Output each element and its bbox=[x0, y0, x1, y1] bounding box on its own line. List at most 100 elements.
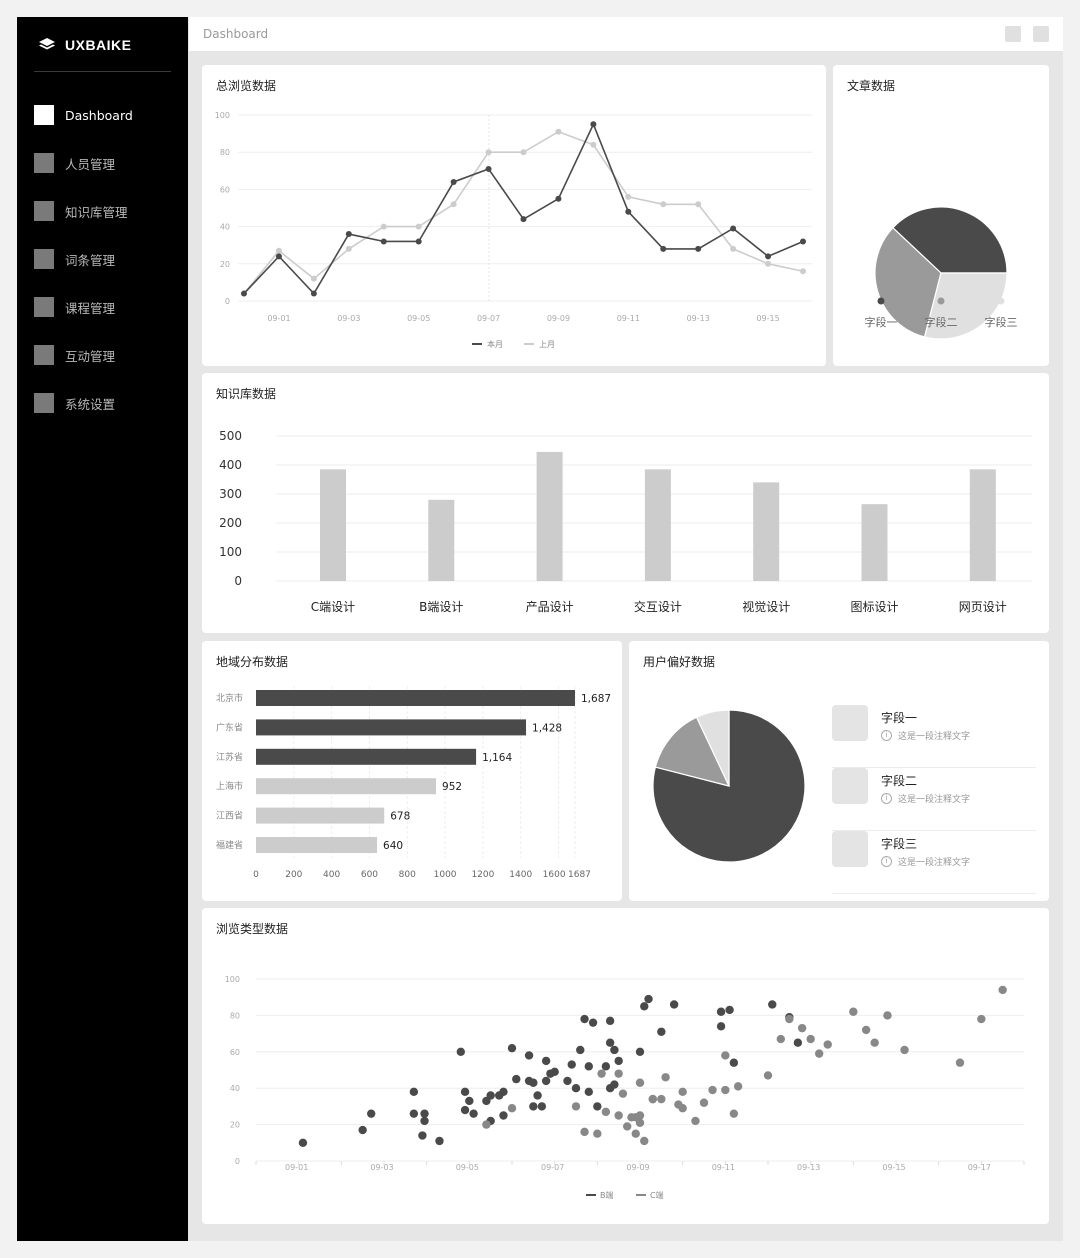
preference-item[interactable]: 字段二 i 这是一段注释文字 bbox=[832, 768, 1036, 831]
sidebar: UXBAIKE Dashboard 人员管理 知识库管理 词条管理 课程管理 互… bbox=[17, 17, 188, 1241]
preference-item[interactable]: 字段一 i 这是一段注释文字 bbox=[832, 705, 1036, 768]
y-tick-label: 福建省 bbox=[216, 839, 243, 851]
scatter-point bbox=[571, 1084, 581, 1093]
window-button[interactable] bbox=[1033, 26, 1049, 42]
scatter-point bbox=[418, 1131, 427, 1140]
data-point bbox=[275, 253, 282, 260]
scatter-point bbox=[358, 1125, 367, 1135]
x-tick-label: 09-09 bbox=[547, 314, 570, 323]
x-tick-label: 09-01 bbox=[267, 314, 290, 323]
pie-slice bbox=[892, 206, 1008, 274]
scatter-point bbox=[793, 1038, 803, 1047]
x-tick-label: 09-09 bbox=[626, 1163, 649, 1172]
scatter-point bbox=[584, 1062, 593, 1071]
scatter-point bbox=[998, 985, 1007, 995]
x-tick-label: 09-05 bbox=[407, 314, 430, 323]
bar bbox=[256, 778, 437, 795]
data-label: 952 bbox=[442, 781, 462, 793]
info-icon: i bbox=[881, 730, 892, 741]
data-point bbox=[765, 260, 772, 267]
legend-label: 字段二 bbox=[925, 315, 958, 329]
bar bbox=[256, 748, 477, 765]
scatter-point bbox=[409, 1087, 419, 1097]
article-pie-chart: 字段一 字段二 字段三 bbox=[865, 206, 1018, 340]
knowledge-card: 知识库数据 0 100 200 300 400 500 C端设计 B端设计 产品设计 交互设计 视觉… bbox=[202, 373, 1049, 633]
sidebar-item-settings[interactable]: 系统设置 bbox=[34, 379, 184, 427]
scatter-point bbox=[644, 994, 653, 1004]
scatter-point bbox=[678, 1104, 687, 1113]
legend-dot bbox=[877, 297, 885, 305]
scatter-point bbox=[729, 1058, 739, 1067]
window-button[interactable] bbox=[1005, 26, 1021, 42]
field-note: i 这是一段注释文字 bbox=[881, 729, 970, 742]
x-tick-label: 09-07 bbox=[541, 1163, 564, 1172]
scatter-point bbox=[785, 1014, 794, 1024]
scatter-point bbox=[529, 1102, 538, 1111]
scatter-point bbox=[456, 1047, 465, 1056]
data-point bbox=[520, 149, 527, 156]
data-point bbox=[555, 195, 562, 202]
scatter-point bbox=[563, 1076, 572, 1086]
logo[interactable]: UXBAIKE bbox=[39, 35, 132, 55]
scatter-point bbox=[537, 1102, 547, 1111]
y-tick-label: 80 bbox=[230, 1011, 240, 1020]
x-tick-label: 09-13 bbox=[797, 1163, 820, 1172]
sidebar-item-dashboard[interactable]: Dashboard bbox=[34, 91, 184, 139]
scatter-point bbox=[605, 1016, 615, 1026]
scatter-point bbox=[541, 1056, 551, 1066]
scatter-point bbox=[601, 1062, 611, 1071]
sidebar-item-label: 词条管理 bbox=[65, 252, 116, 268]
data-label: 1,687 bbox=[581, 693, 611, 705]
layers-icon bbox=[39, 38, 55, 50]
scatter-point bbox=[849, 1007, 858, 1016]
bar bbox=[753, 482, 780, 581]
info-icon: i bbox=[881, 793, 892, 804]
info-icon: i bbox=[881, 856, 892, 867]
card-title: 文章数据 bbox=[847, 79, 896, 93]
scatter-point bbox=[409, 1109, 419, 1118]
data-point bbox=[800, 268, 806, 275]
scatter-point bbox=[593, 1129, 602, 1138]
scatter-point bbox=[635, 1118, 645, 1127]
sidebar-item-label: Dashboard bbox=[65, 107, 133, 123]
x-tick-label: 400 bbox=[323, 870, 340, 880]
y-tick-label: 0 bbox=[234, 574, 242, 588]
data-point bbox=[555, 128, 562, 135]
scatter-chart: 0 20 40 60 80 100 09-01 09-03 09-05 09-07 09-09 09-… bbox=[225, 975, 1025, 1200]
field-name: 字段一 bbox=[881, 711, 918, 725]
preference-item[interactable]: 字段三 i 这是一段注释文字 bbox=[832, 831, 1036, 894]
scatter-point bbox=[614, 1111, 623, 1120]
x-tick-label: 09-03 bbox=[337, 314, 360, 323]
field-note: i 这是一段注释文字 bbox=[881, 792, 970, 805]
data-point bbox=[660, 201, 667, 208]
sidebar-item-people[interactable]: 人员管理 bbox=[34, 139, 184, 187]
bar bbox=[256, 807, 385, 824]
data-point bbox=[660, 245, 667, 252]
x-tick-label: B端设计 bbox=[419, 600, 463, 614]
x-tick-label: 1687 bbox=[568, 870, 591, 880]
x-tick-label: 09-15 bbox=[756, 314, 779, 323]
sidebar-item-courses[interactable]: 课程管理 bbox=[34, 283, 184, 331]
x-tick-label: 09-01 bbox=[285, 1163, 308, 1172]
scatter-point bbox=[524, 1051, 534, 1060]
scatter-point bbox=[883, 1011, 892, 1020]
sidebar-item-knowledge[interactable]: 知识库管理 bbox=[34, 187, 184, 235]
field-name: 字段三 bbox=[881, 837, 918, 851]
data-point bbox=[345, 231, 352, 238]
y-tick-label: 100 bbox=[219, 545, 242, 559]
scatter-point bbox=[635, 1111, 645, 1120]
scatter-point bbox=[635, 1047, 645, 1056]
scatter-point bbox=[977, 1014, 986, 1024]
data-point bbox=[345, 245, 352, 252]
sidebar-item-interaction[interactable]: 互动管理 bbox=[34, 331, 184, 379]
scatter-point bbox=[725, 1005, 734, 1015]
data-point bbox=[730, 245, 737, 252]
scatter-point bbox=[469, 1109, 478, 1118]
scatter-point bbox=[567, 1060, 576, 1069]
scatter-point bbox=[691, 1116, 700, 1126]
scatter-point bbox=[499, 1111, 508, 1120]
browse-type-card: 浏览类型数据 0 20 40 60 80 100 09-01 09-03 09-05 09-07 0… bbox=[202, 908, 1049, 1224]
sidebar-item-terms[interactable]: 词条管理 bbox=[34, 235, 184, 283]
y-tick-label: 北京市 bbox=[216, 692, 243, 704]
data-label: 1,164 bbox=[482, 752, 512, 764]
